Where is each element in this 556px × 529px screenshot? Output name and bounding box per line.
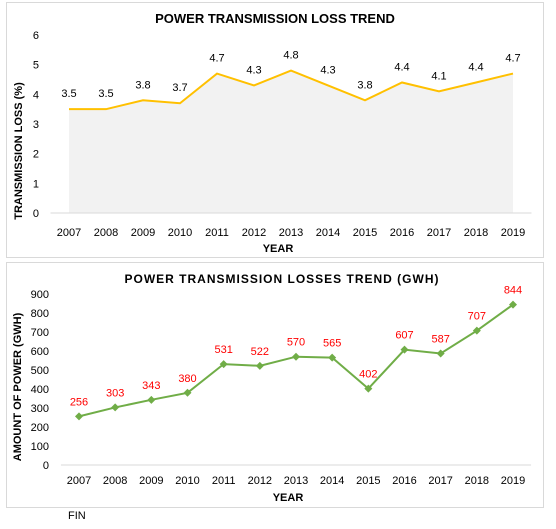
- data-point-marker: [328, 353, 337, 362]
- data-label: 3.8: [135, 79, 150, 91]
- data-label: 522: [251, 346, 269, 358]
- x-tick-label: 2017: [427, 227, 451, 239]
- x-axis-title: YEAR: [263, 243, 294, 255]
- y-tick-label: 900: [31, 289, 49, 301]
- footer-label: FIN: [68, 510, 86, 522]
- data-label: 4.4: [468, 61, 483, 73]
- data-label: 4.8: [283, 50, 298, 62]
- x-tick-label: 2010: [168, 227, 192, 239]
- x-tick-label: 2009: [131, 227, 155, 239]
- x-tick-label: 2012: [248, 475, 272, 487]
- data-point-marker: [436, 349, 445, 358]
- data-label: 4.1: [431, 70, 446, 82]
- chart-panel-transmission-losses-gwh: POWER TRANSMISSION LOSSES TREND (GWH) 0 10…: [6, 262, 544, 508]
- data-label: 4.4: [394, 61, 409, 73]
- data-point-marker: [292, 352, 300, 361]
- data-label: 844: [504, 285, 522, 297]
- y-tick-label: 800: [31, 308, 49, 320]
- data-point-marker: [183, 388, 192, 397]
- x-tick-label: 2010: [175, 475, 199, 487]
- x-tick-label: 2013: [279, 227, 303, 239]
- data-label: 402: [359, 369, 377, 381]
- chart-title: POWER TRANSMISSION LOSSES TREND (GWH): [124, 272, 439, 286]
- y-tick-label: 100: [31, 441, 49, 453]
- data-label: 607: [395, 330, 413, 342]
- data-point-marker: [75, 412, 83, 421]
- x-tick-label: 2008: [94, 227, 118, 239]
- data-label: 380: [178, 373, 196, 385]
- y-tick-label: 300: [31, 403, 49, 415]
- data-point-marker: [219, 360, 228, 369]
- y-tick-label: 600: [31, 346, 49, 358]
- data-label: 4.7: [209, 53, 224, 65]
- y-tick-label: 0: [43, 460, 49, 472]
- x-tick-label: 2018: [464, 227, 488, 239]
- x-axis-title: YEAR: [273, 492, 304, 504]
- chart-panel-transmission-loss: POWER TRANSMISSION LOSS TREND 0 1 2 3 4 5 6 2007…: [6, 2, 544, 258]
- data-label: 3.7: [172, 82, 187, 94]
- data-label: 4.7: [505, 53, 520, 65]
- data-label: 3.5: [61, 88, 76, 100]
- y-tick-label: 700: [31, 327, 49, 339]
- x-tick-label: 2014: [320, 475, 344, 487]
- x-tick-label: 2007: [57, 227, 81, 239]
- data-label: 531: [214, 344, 232, 356]
- data-point-marker: [364, 384, 373, 393]
- data-label: 256: [70, 396, 88, 408]
- data-label: 4.3: [246, 64, 261, 76]
- data-label: 565: [323, 338, 341, 350]
- transmission-losses-gwh-chart: POWER TRANSMISSION LOSSES TREND (GWH) 0 10…: [12, 272, 532, 504]
- y-tick-label: 5: [33, 60, 39, 72]
- y-tick-label: 4: [33, 89, 39, 101]
- x-tick-label: 2019: [501, 475, 525, 487]
- chart-title: POWER TRANSMISSION LOSS TREND: [155, 11, 395, 26]
- x-tick-label: 2019: [501, 227, 525, 239]
- data-point-marker: [111, 403, 120, 412]
- x-tick-label: 2015: [356, 475, 380, 487]
- x-tick-label: 2017: [428, 475, 452, 487]
- x-tick-label: 2008: [103, 475, 127, 487]
- data-point-marker: [147, 395, 156, 404]
- data-label: 570: [287, 337, 305, 349]
- data-point-marker: [472, 326, 481, 335]
- y-tick-label: 1: [33, 178, 39, 190]
- y-tick-label: 6: [33, 30, 39, 42]
- data-point-marker: [255, 361, 264, 370]
- x-tick-label: 2011: [205, 227, 229, 239]
- data-label: 303: [106, 387, 124, 399]
- data-label: 3.5: [98, 88, 113, 100]
- x-tick-label: 2014: [316, 227, 340, 239]
- data-label: 4.3: [320, 64, 335, 76]
- data-label: 343: [142, 380, 160, 392]
- x-tick-label: 2007: [67, 475, 91, 487]
- x-tick-label: 2016: [392, 475, 416, 487]
- x-tick-label: 2015: [353, 227, 377, 239]
- x-tick-label: 2016: [390, 227, 414, 239]
- y-tick-label: 0: [33, 208, 39, 220]
- x-tick-label: 2011: [212, 475, 236, 487]
- x-tick-label: 2013: [284, 475, 308, 487]
- transmission-loss-chart: POWER TRANSMISSION LOSS TREND 0 1 2 3 4 5 6 2007…: [13, 11, 532, 255]
- area-fill: [69, 70, 513, 213]
- y-tick-label: 400: [31, 384, 49, 396]
- series-line: [69, 69, 514, 111]
- x-tick-label: 2018: [465, 475, 489, 487]
- y-tick-label: 3: [33, 119, 39, 131]
- x-tick-label: 2009: [139, 475, 163, 487]
- y-tick-label: 500: [31, 365, 49, 377]
- data-label: 3.8: [357, 79, 372, 91]
- y-tick-label: 200: [31, 422, 49, 434]
- data-label: 707: [468, 311, 486, 323]
- data-point-marker: [400, 345, 409, 354]
- y-axis-title: TRANSMISSION LOSS (%): [13, 82, 25, 220]
- y-tick-label: 2: [33, 149, 39, 161]
- y-axis-title: AMOUNT OF POWER (GWH): [12, 312, 24, 461]
- data-point-marker: [509, 300, 517, 309]
- x-tick-label: 2012: [242, 227, 266, 239]
- data-label: 587: [431, 333, 449, 345]
